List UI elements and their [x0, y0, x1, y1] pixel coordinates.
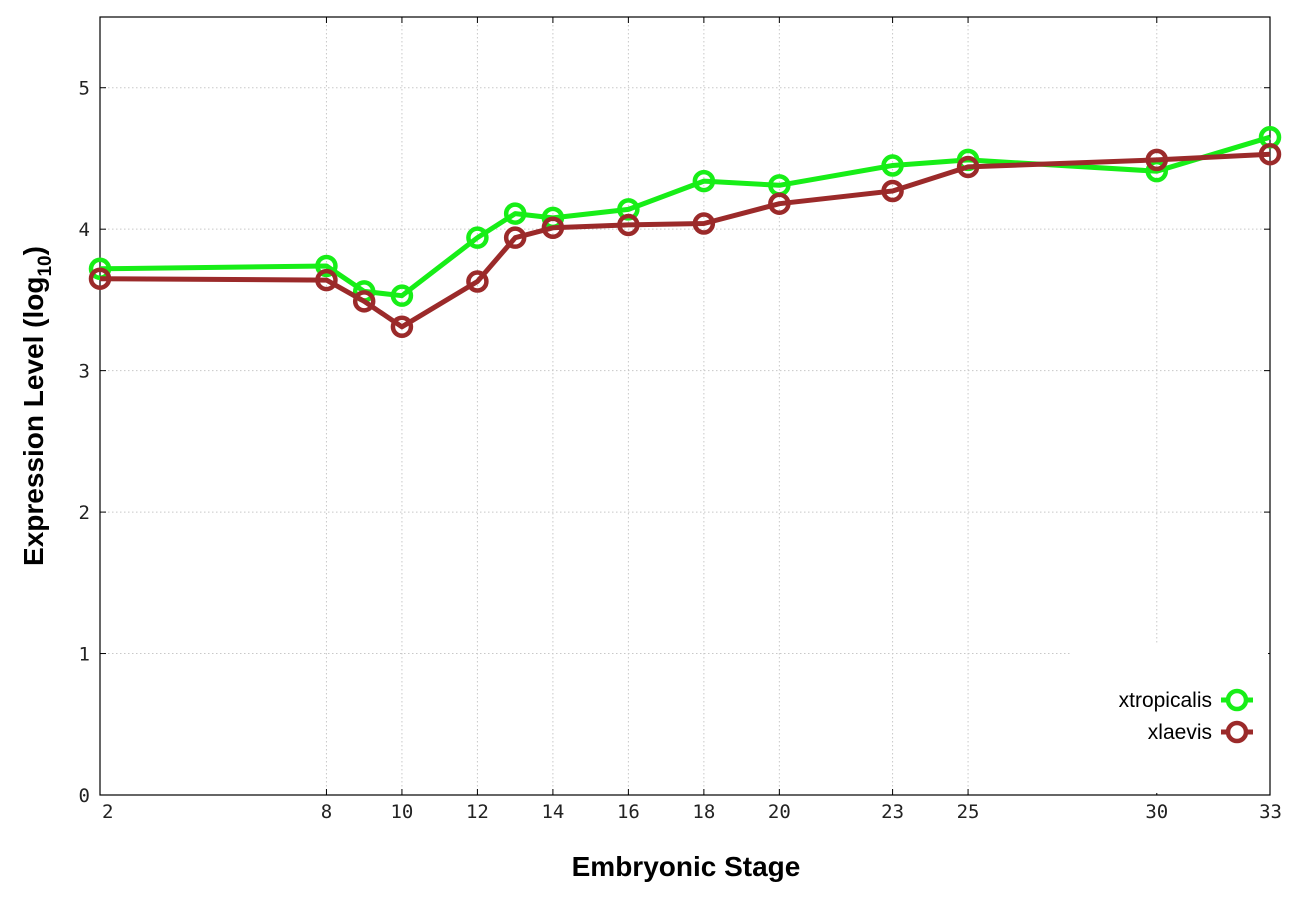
legend-label: xlaevis: [1148, 721, 1212, 744]
data-point-xtropicalis: [503, 202, 527, 225]
legend-box: [1072, 645, 1268, 793]
legend: xtropicalis xlaevis: [1119, 688, 1253, 744]
legend-item-xlaevis: xlaevis: [1148, 720, 1253, 744]
x-tick-label: 23: [881, 801, 904, 823]
y-tick-label: 1: [79, 644, 90, 666]
x-axis-title: Embryonic Stage: [572, 851, 801, 882]
data-point-xlaevis: [692, 212, 716, 235]
y-axis-title-main: Expression Level (log: [18, 277, 49, 566]
x-tick-labels: 2 8 10 12 14 16 18 20 23 25 30 33: [102, 801, 1282, 823]
data-point-xlaevis: [881, 179, 904, 203]
data-point-xtropicalis: [692, 169, 716, 193]
data-point-xtropicalis: [617, 198, 640, 221]
data-point-xlaevis: [1258, 142, 1282, 166]
data-point-xtropicalis: [466, 226, 489, 249]
axis-ticks: [99, 17, 1271, 796]
x-tick-label: 25: [957, 801, 980, 823]
x-tick-label: 8: [321, 801, 332, 823]
data-point-xlaevis: [1145, 148, 1169, 172]
legend-marker-swatch: [1225, 688, 1249, 712]
series-xlaevis: [88, 142, 1282, 339]
data-point-xlaevis: [503, 226, 527, 249]
data-point-xtropicalis: [315, 254, 338, 278]
data-point-xlaevis: [617, 213, 640, 237]
data-point-xlaevis: [315, 268, 338, 292]
legend-marker-swatch: [1225, 720, 1249, 744]
data-point-xtropicalis: [88, 257, 112, 281]
data-point-xlaevis: [390, 315, 414, 339]
x-tick-label: 14: [541, 801, 564, 823]
y-tick-label: 3: [79, 361, 90, 383]
x-tick-label: 16: [617, 801, 640, 823]
y-tick-label: 0: [79, 785, 90, 807]
y-axis-title-subscript: 10: [35, 255, 56, 276]
data-point-xtropicalis: [390, 284, 414, 307]
legend-label: xtropicalis: [1119, 689, 1212, 712]
plot-frame: [99, 16, 1271, 796]
x-tick-label: 2: [102, 801, 113, 823]
data-point-xlaevis: [956, 155, 980, 179]
grid-lines: [100, 17, 1270, 795]
x-tick-label: 12: [466, 801, 489, 823]
series-line-xlaevis: [99, 151, 1271, 330]
y-tick-labels: 0 1 2 3 4 5: [79, 78, 90, 807]
data-point-xlaevis: [768, 192, 791, 215]
data-point-xlaevis: [466, 270, 489, 293]
data-point-xtropicalis: [881, 154, 904, 177]
legend-item-xtropicalis: xtropicalis: [1119, 688, 1253, 712]
y-tick-label: 4: [79, 219, 90, 241]
data-point-xlaevis: [352, 290, 376, 313]
data-point-xlaevis: [541, 216, 565, 240]
y-tick-label: 5: [79, 78, 90, 100]
data-point-xlaevis: [88, 267, 112, 290]
x-tick-label: 18: [692, 801, 715, 823]
x-tick-label: 10: [390, 801, 413, 823]
data-series: [88, 125, 1282, 339]
x-tick-label: 20: [768, 801, 791, 823]
y-axis-title: Expression Level (log10): [18, 246, 56, 566]
x-tick-label: 30: [1145, 801, 1168, 823]
x-tick-label: 33: [1259, 801, 1282, 823]
y-tick-label: 2: [79, 502, 90, 524]
y-axis-title-close: ): [18, 246, 49, 255]
